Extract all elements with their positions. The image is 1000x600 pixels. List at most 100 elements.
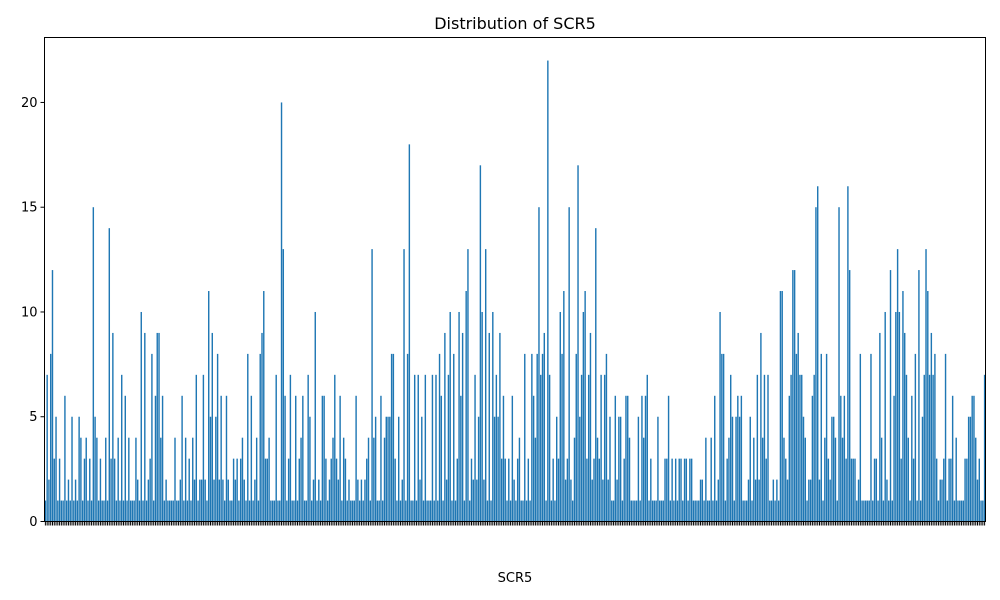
bar [877, 500, 879, 522]
y-tick-label: 0 [29, 515, 37, 530]
bar [935, 458, 938, 522]
bar [149, 458, 151, 522]
bar [975, 437, 977, 522]
bar [717, 479, 719, 522]
bar [886, 479, 888, 522]
bar [408, 144, 411, 522]
bar [87, 500, 89, 522]
bar [209, 416, 212, 522]
bar [939, 479, 941, 522]
bar [820, 353, 822, 522]
bar [284, 395, 286, 522]
x-axis-ticks [44, 521, 986, 526]
bar [160, 437, 162, 522]
bar [829, 479, 831, 522]
y-tick-label: 5 [29, 410, 37, 425]
bar [543, 332, 546, 522]
bar [685, 458, 688, 522]
bar [722, 353, 725, 522]
bar [469, 500, 471, 522]
y-tick-label: 10 [21, 305, 38, 320]
bar [385, 416, 387, 522]
bar [733, 500, 735, 522]
bar [552, 458, 554, 522]
bar [286, 500, 288, 522]
bar [58, 458, 61, 522]
bar [97, 500, 100, 522]
bar [811, 395, 814, 522]
bar [834, 437, 837, 522]
bar [783, 437, 785, 522]
bar [192, 437, 194, 522]
bar [179, 479, 182, 522]
bar [529, 500, 531, 522]
bar [177, 500, 180, 522]
bar [603, 374, 606, 522]
bar [479, 165, 482, 522]
bar [174, 437, 176, 522]
bar [719, 311, 721, 522]
bar [627, 395, 629, 522]
bar [55, 416, 57, 522]
bar [724, 500, 727, 522]
bar [943, 458, 945, 522]
bar [334, 374, 336, 522]
bar [437, 500, 439, 522]
bar [813, 374, 815, 522]
bar [493, 416, 496, 522]
bar [481, 311, 483, 522]
bar [598, 458, 601, 522]
bar [147, 479, 150, 522]
bar [339, 395, 341, 522]
y-tick-label: 20 [21, 96, 38, 111]
bar [321, 395, 324, 522]
bar [96, 437, 98, 522]
bar [696, 500, 698, 522]
bar [341, 500, 343, 522]
bar [786, 479, 789, 522]
bar [769, 500, 771, 522]
bar [454, 500, 457, 522]
bar [841, 437, 844, 522]
bar [536, 353, 538, 522]
bar [586, 458, 588, 522]
bar [611, 500, 613, 522]
bar [261, 332, 263, 522]
bar [200, 479, 203, 522]
bar [422, 500, 425, 522]
bar [912, 458, 915, 522]
bar [499, 332, 501, 522]
bar [632, 500, 634, 522]
bar [295, 395, 297, 522]
bar [280, 102, 283, 522]
bar [518, 437, 521, 522]
bar [80, 437, 82, 522]
bar [516, 458, 519, 522]
bar [470, 458, 473, 522]
bar [81, 500, 84, 522]
bar [747, 479, 750, 522]
bar [804, 437, 806, 522]
bar [208, 291, 210, 522]
bar [168, 500, 171, 522]
bar [492, 311, 494, 522]
bar [774, 500, 776, 522]
bar [435, 374, 437, 522]
bar [94, 416, 96, 522]
bar [183, 500, 185, 522]
bar [73, 500, 75, 522]
bar [694, 500, 696, 522]
bar [500, 458, 503, 522]
bar [346, 500, 348, 522]
bar [568, 207, 570, 522]
bar [144, 332, 146, 522]
bar [376, 500, 379, 522]
bar [151, 353, 153, 522]
bar [779, 291, 782, 522]
bar [726, 458, 728, 522]
bar [305, 500, 308, 522]
bar [463, 500, 466, 522]
bar [561, 353, 563, 522]
bar [815, 207, 817, 522]
bar [809, 479, 812, 522]
